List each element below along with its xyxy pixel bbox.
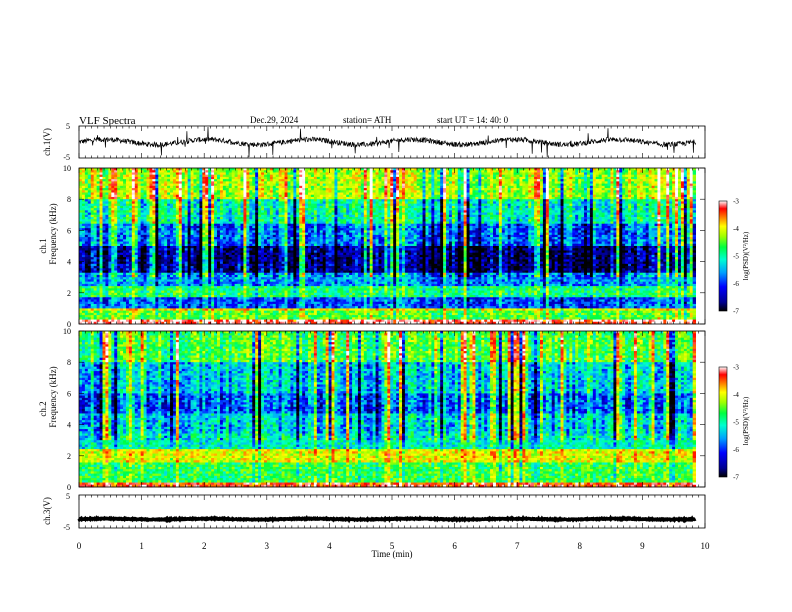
figure-title: VLF Spectra	[79, 115, 136, 127]
ylabel-ch1-waveform: ch.1(V)	[42, 128, 52, 156]
spectrogram-image-ch1	[79, 168, 696, 324]
ytick-ch1-bottom: -5	[63, 153, 70, 162]
station-label: station= ATH	[343, 115, 392, 125]
ytick-ch1-top: 5	[66, 122, 70, 131]
date-label: Dec.29, 2024	[250, 115, 299, 125]
waveform-panel-ch1: ch.1(V) 5 -5	[42, 122, 705, 162]
start-time-label: start UT = 14: 40: 0	[437, 115, 509, 125]
